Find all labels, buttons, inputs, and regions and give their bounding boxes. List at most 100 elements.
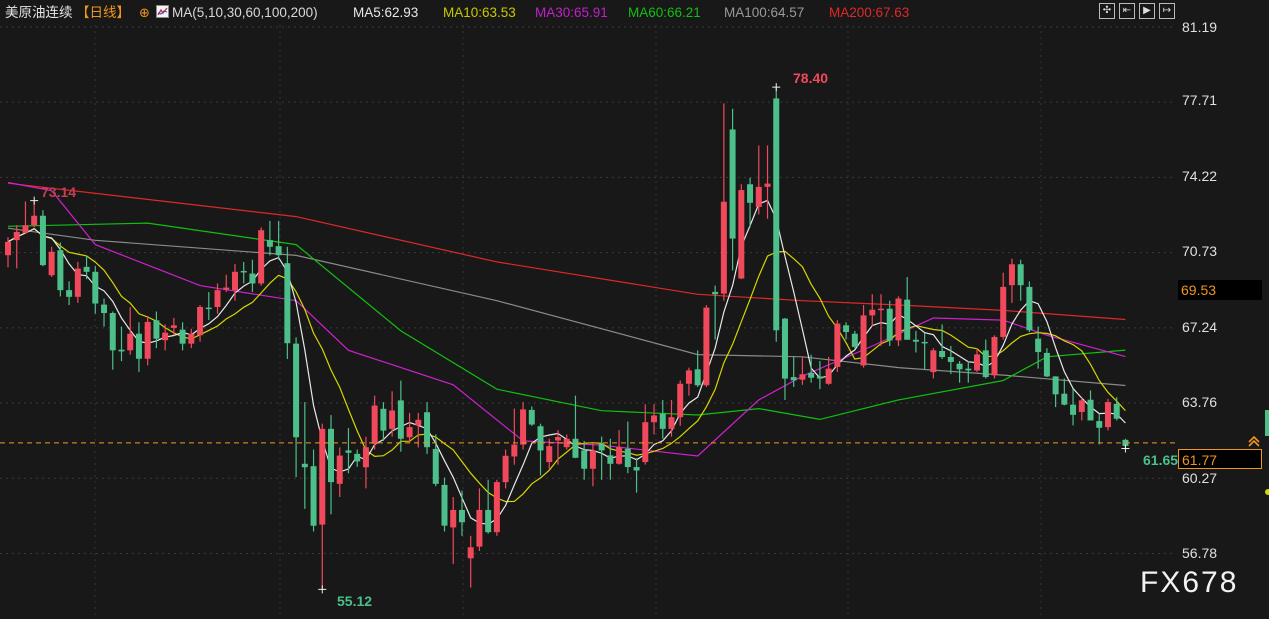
candle-body (869, 309, 876, 316)
ma30-value: MA30:65.91 (535, 5, 608, 20)
candle-body (83, 266, 90, 272)
candle-body (1078, 400, 1085, 413)
candle-body (1096, 421, 1103, 428)
candle (808, 354, 815, 383)
candle (380, 402, 387, 441)
ma60-value: MA60:66.21 (628, 5, 701, 20)
candle (336, 447, 343, 498)
candle-body (930, 350, 937, 373)
chart-indicator-icon[interactable] (156, 5, 169, 18)
candle (301, 402, 308, 509)
candle (371, 395, 378, 450)
candle (1052, 376, 1059, 408)
candle (1113, 397, 1120, 421)
ma10-value: MA10:63.53 (443, 5, 516, 20)
candle (467, 535, 474, 588)
candle-body (982, 350, 989, 378)
candle-body (921, 341, 928, 344)
candle (1061, 378, 1068, 406)
candle (607, 438, 614, 480)
candle-body (502, 455, 509, 483)
candle (546, 438, 553, 469)
candle (947, 346, 954, 375)
candle (633, 458, 640, 493)
right-edge-indicators (1248, 410, 1269, 495)
candle-body (493, 482, 500, 533)
candle-body (685, 370, 692, 384)
circle-plus-icon[interactable]: ⊕ (139, 5, 150, 20)
candle (773, 87, 780, 342)
candle-body (965, 368, 972, 371)
candle (720, 103, 727, 301)
candle-body (485, 509, 492, 533)
candle-body (415, 419, 422, 426)
candle-body (231, 271, 238, 291)
candle-body (109, 313, 116, 351)
candle (258, 227, 265, 286)
candle (345, 427, 352, 474)
candle (223, 274, 230, 293)
candle (476, 488, 483, 551)
candle-body (607, 455, 614, 464)
candle-body (729, 129, 736, 239)
crosshair-icon[interactable]: ✣ (1099, 3, 1115, 19)
exit-icon[interactable]: ↦ (1159, 3, 1175, 19)
ma200-value: MA200:67.63 (829, 5, 910, 20)
candle-body (153, 320, 160, 339)
candle-body (808, 372, 815, 378)
candle (1026, 281, 1033, 332)
candle-body (694, 369, 701, 386)
candle-body (712, 291, 719, 295)
y-tick-label: 81.19 (1182, 19, 1218, 35)
candle-body (284, 263, 291, 344)
candle-body (162, 332, 169, 341)
period-selector[interactable]: 【日线】 (76, 5, 130, 20)
candle (659, 399, 666, 439)
candle (354, 449, 361, 467)
candle-body (214, 290, 221, 307)
candle (205, 292, 212, 321)
candle (1035, 326, 1042, 369)
candle-body (66, 290, 73, 297)
candle (589, 443, 596, 487)
candle-body (1035, 338, 1042, 353)
candle-body (197, 306, 204, 336)
candle-body (720, 201, 727, 294)
candle (249, 259, 256, 293)
candle (563, 434, 570, 450)
ma100-line (7, 227, 1126, 387)
candle (616, 430, 623, 465)
candle-body (240, 270, 247, 273)
candle (284, 246, 291, 359)
annotation-high-max: 78.40 (793, 70, 829, 86)
candle (624, 421, 631, 474)
candle-body (362, 447, 369, 468)
candle-body (1070, 404, 1077, 415)
candle-body (651, 415, 658, 423)
candle (310, 449, 317, 532)
candle-body (223, 287, 230, 290)
candle (406, 412, 413, 444)
candle-body (92, 271, 99, 304)
play-forward-icon[interactable]: ▶ (1139, 3, 1155, 19)
candle (1008, 258, 1015, 303)
candle (834, 320, 841, 372)
candle-body (851, 333, 858, 347)
zoom-range-icon[interactable]: ⇤ (1119, 3, 1135, 19)
candle-body (843, 325, 850, 332)
candle (642, 404, 649, 465)
candle (22, 201, 29, 234)
grid (0, 25, 1172, 619)
candle (144, 315, 151, 366)
candle (31, 200, 38, 228)
indicator-label[interactable]: MA(5,10,30,60,100,200) (172, 5, 318, 20)
candle (162, 324, 169, 351)
candle (83, 255, 90, 280)
annotation-low-recent: 61.65 (1143, 452, 1179, 468)
candle (781, 317, 788, 400)
candle (921, 333, 928, 370)
candle-body (939, 350, 946, 358)
candle (179, 322, 186, 351)
candle-body (1113, 403, 1120, 419)
